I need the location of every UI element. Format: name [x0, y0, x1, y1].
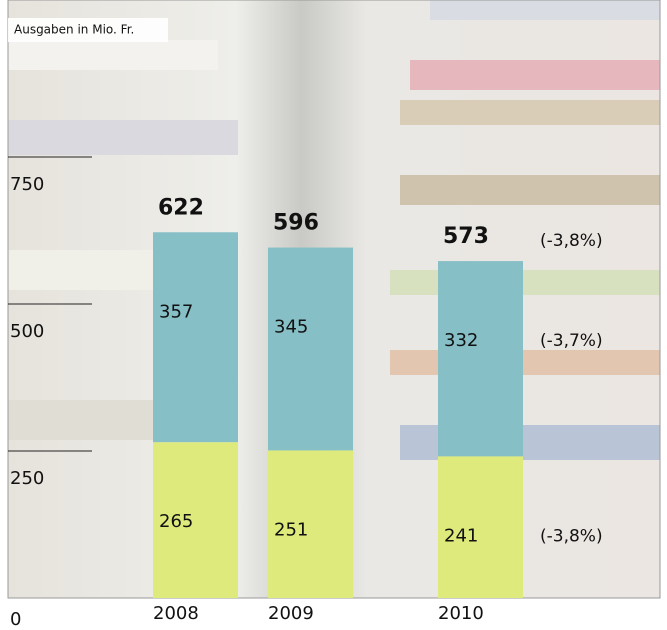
value-label: 265 — [159, 511, 193, 532]
y-tick-label: 500 — [10, 321, 44, 342]
x-tick-label: 2010 — [438, 603, 484, 624]
value-label: 357 — [159, 301, 193, 322]
value-label: 345 — [274, 317, 308, 338]
change-label: (-3,8%) — [540, 526, 603, 546]
value-label: 332 — [444, 330, 478, 351]
value-label: 251 — [274, 519, 308, 540]
bar-segment — [438, 261, 523, 456]
change-label: (-3,7%) — [540, 331, 603, 351]
x-tick-label: 2008 — [153, 603, 199, 624]
total-label: 596 — [273, 211, 319, 236]
y-tick-label: 0 — [10, 609, 21, 626]
total-label: 573 — [443, 224, 489, 249]
page: Ausgaben in Mio. Fr. 0 250 500 750 265 357 622… — [0, 0, 667, 630]
bar-segment — [153, 232, 238, 442]
total-label: 622 — [158, 195, 204, 220]
value-label: 241 — [444, 525, 478, 546]
bar-segment — [268, 248, 353, 451]
x-tick-label: 2009 — [268, 603, 314, 624]
y-tick-label: 750 — [10, 174, 44, 195]
chart: Ausgaben in Mio. Fr. 0 250 500 750 265 357 622… — [0, 0, 667, 626]
change-label: (-3,8%) — [540, 231, 603, 251]
chart-title: Ausgaben in Mio. Fr. — [14, 23, 134, 37]
y-tick-label: 250 — [10, 468, 44, 489]
